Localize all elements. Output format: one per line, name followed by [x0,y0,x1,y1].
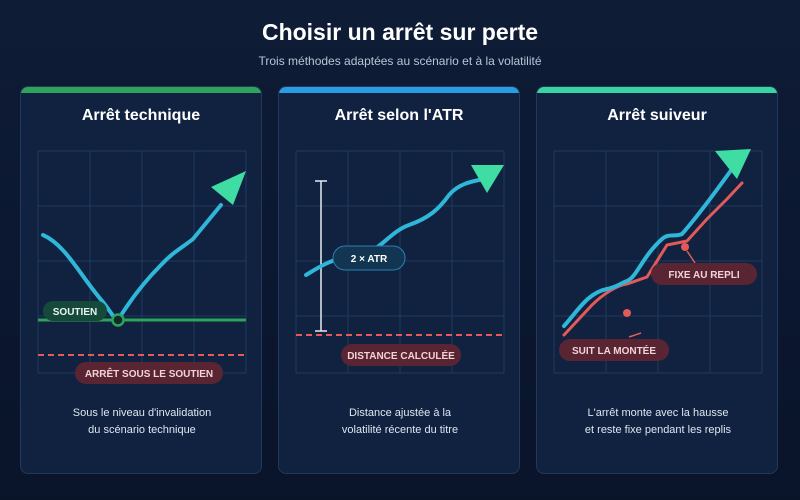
support-pill [43,301,107,321]
card-atr-stop: Arrêt selon l'ATR 2 × ATR DISTANCE CALCU… [278,86,520,474]
arrow-head-icon [715,149,751,179]
support-touch-point [111,313,125,327]
description-line: et reste fixe pendant les replis [584,424,732,436]
fixed-pill [651,263,757,285]
description-line: du scénario technique [88,424,196,436]
atr-stop-illustration: 2 × ATR DISTANCE CALCULÉE [295,150,505,374]
atr-pill [332,245,406,271]
fixed-label: FIXE AU REPLI [668,270,740,281]
stop-step-point [623,309,631,317]
page-subtitle: Trois méthodes adaptées au scénario et à… [258,54,542,68]
grid [37,150,247,374]
stop-pill [75,362,223,384]
rising-label: SUIT LA MONTÉE [572,344,656,357]
description-line: volatilité récente du titre [341,424,459,436]
trailing-stop-illustration: FIXE AU REPLI SUIT LA MONTÉE [553,149,763,374]
card-title: Arrêt suiveur [607,107,707,124]
stop-step-point [681,243,689,251]
arrow-head-icon [211,171,246,205]
arrow-head-icon [471,165,504,193]
card-accent-bar [21,87,261,93]
price-line [562,160,739,328]
card-description: Distance ajustée à la volatilité récente… [289,405,511,439]
rising-pill [559,339,669,361]
support-label: SOUTIEN [53,307,97,318]
card-description: Sous le niveau d'invalidation du scénari… [31,405,253,439]
card-technical-stop: Arrêt technique SOUTIEN ARRÊT SOUS LE SO… [20,86,262,474]
card-description: L'arrêt monte avec la hausse et reste fi… [547,405,769,439]
description-line: Distance ajustée à la [348,407,452,419]
card-title: Arrêt selon l'ATR [334,107,464,124]
atr-label: 2 × ATR [351,254,388,265]
description-line: Sous le niveau d'invalidation [72,407,212,419]
rising-label-connector [628,332,642,338]
card-accent-bar [537,87,777,93]
page-title: Choisir un arrêt sur perte [261,19,539,45]
card-accent-bar [279,87,519,93]
stop-label: ARRÊT SOUS LE SOUTIEN [85,367,213,380]
fixed-label-connector [686,250,696,264]
technical-stop-illustration: SOUTIEN ARRÊT SOUS LE SOUTIEN [37,150,247,384]
card-trailing-stop: Arrêt suiveur FIXE AU REPLI SUIT LA MONT… [536,86,778,474]
card-title: Arrêt technique [81,107,201,124]
stop-label: DISTANCE CALCULÉE [347,349,455,362]
atr-distance-bracket [315,180,327,332]
stop-pill [341,344,461,366]
description-line: L'arrêt monte avec la hausse [587,407,729,419]
